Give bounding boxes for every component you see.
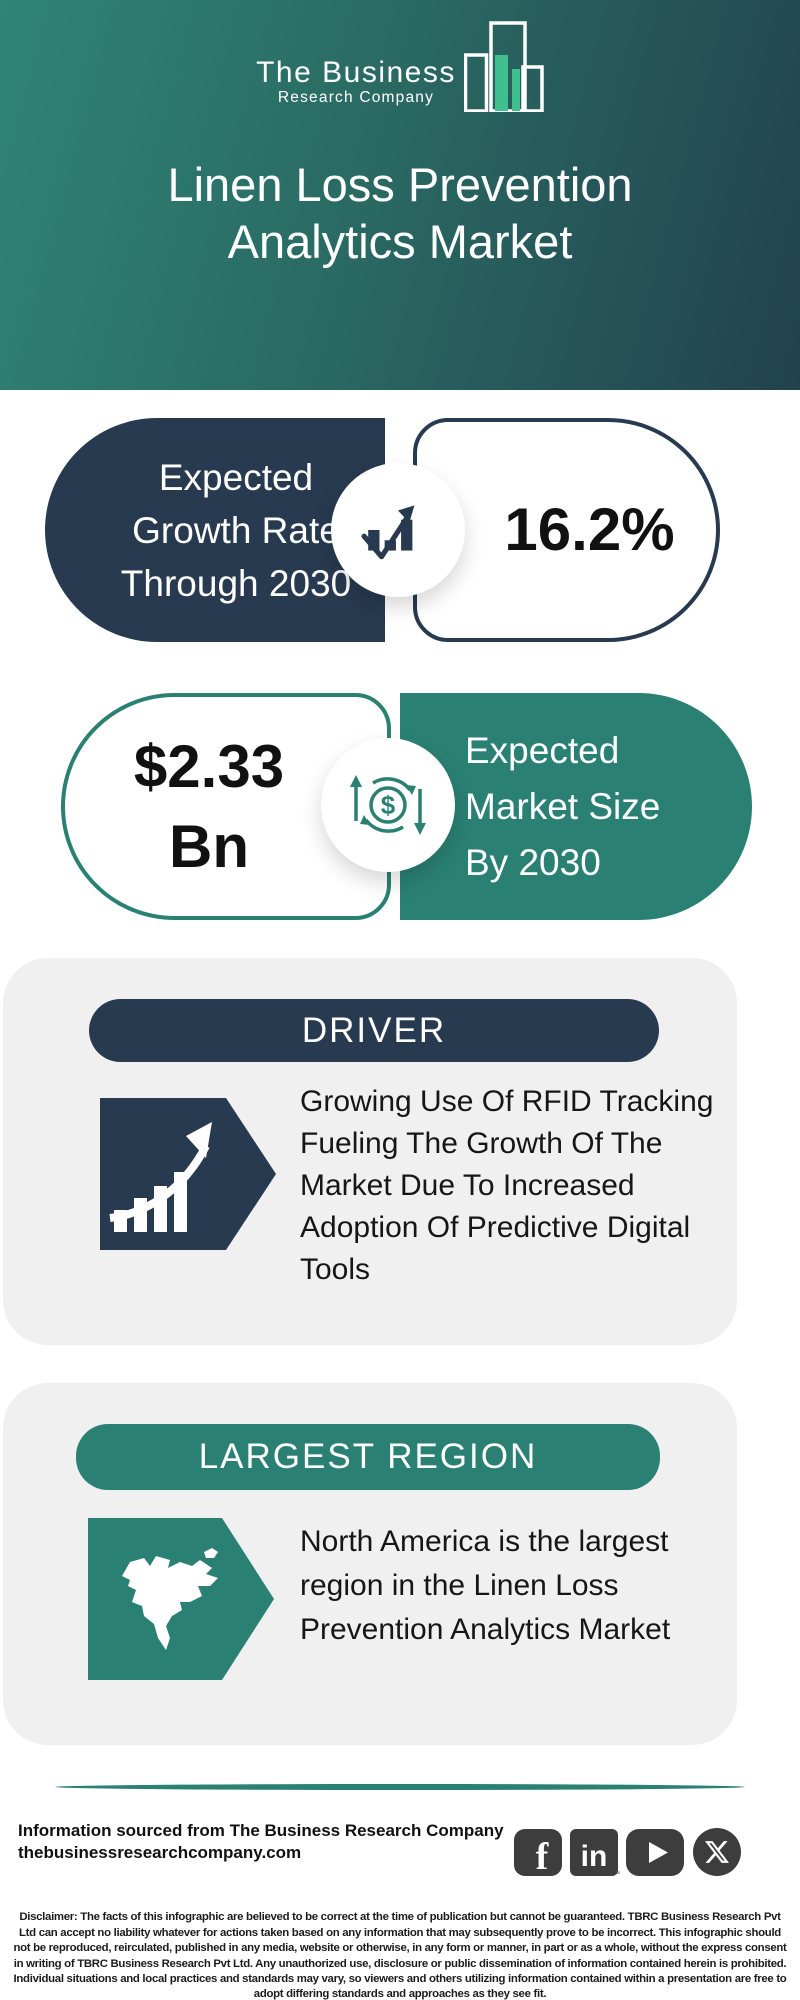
market-size-value-line1: $2.33	[133, 732, 285, 800]
driver-icon-wrap	[100, 1098, 276, 1255]
footer-divider	[55, 1784, 745, 1790]
x-icon	[693, 1828, 741, 1876]
growth-rate-label-pill: Expected Growth Rate Through 2030	[45, 418, 385, 642]
size-label-line2: Market Size	[465, 785, 661, 827]
region-text: North America is the largest region in t…	[300, 1520, 720, 1652]
driver-text-line1: Growing Use Of RFID Tracking	[300, 1085, 714, 1118]
largest-region-card: LARGEST REGION North America is the larg…	[3, 1383, 737, 1745]
facebook-icon: f	[514, 1828, 562, 1878]
svg-text:f: f	[536, 1836, 550, 1876]
growth-rate-card: Expected Growth Rate Through 2030 16.2%	[45, 418, 720, 642]
growth-icon-badge	[331, 463, 465, 597]
social-links: f in ™	[514, 1827, 750, 1878]
x-button[interactable]	[692, 1827, 742, 1877]
logo-buildings-icon	[463, 21, 544, 112]
dollar-exchange-icon: $	[350, 775, 426, 835]
driver-text-line2: Fueling The Growth Of The	[300, 1127, 663, 1160]
logo-brand-line1: The Business	[256, 56, 456, 89]
page-title: Linen Loss Prevention Analytics Market	[0, 156, 800, 270]
linkedin-tm-mark: ™	[613, 1870, 620, 1878]
north-america-map-icon	[88, 1518, 274, 1680]
source-line1: Information sourced from The Business Re…	[18, 1821, 504, 1840]
market-size-label-pill: Expected Market Size By 2030	[400, 693, 752, 920]
market-size-value-line2: Bn	[169, 812, 249, 880]
growth-rate-value: 16.2%	[504, 496, 675, 563]
driver-card: DRIVER Growing Use Of RFID Tracking Fuel…	[3, 958, 737, 1345]
driver-text-line3: Market Due To Increased	[300, 1169, 635, 1202]
growth-chart-icon	[361, 505, 415, 560]
growth-label-line2: Growth Rate	[132, 509, 340, 551]
driver-text: Growing Use Of RFID Tracking Fueling The…	[300, 1081, 720, 1291]
linkedin-icon: in	[570, 1828, 618, 1876]
page-title-line1: Linen Loss Prevention	[167, 158, 633, 211]
driver-text-line5: Tools	[300, 1253, 371, 1286]
disclaimer-text: Disclaimer: The facts of this infographi…	[13, 1911, 787, 2000]
company-logo-text: The Business Research Company	[256, 57, 456, 112]
region-header-label: LARGEST REGION	[198, 1437, 538, 1476]
driver-header-label: DRIVER	[301, 1010, 447, 1050]
header-banner: The Business Research Company Linen Loss…	[0, 0, 800, 390]
svg-text:$: $	[381, 790, 396, 820]
company-logo: The Business Research Company	[0, 20, 800, 112]
size-label-line3: By 2030	[465, 841, 601, 883]
driver-header-pill: DRIVER	[89, 999, 659, 1062]
size-label-line1: Expected	[465, 729, 620, 771]
driver-text-line4: Adoption Of Predictive Digital	[300, 1211, 691, 1244]
region-text-line2: region in the Linen Loss	[300, 1569, 619, 1602]
youtube-button[interactable]	[626, 1828, 684, 1876]
youtube-icon	[626, 1828, 684, 1876]
svg-text:in: in	[581, 1840, 608, 1873]
market-size-card: $2.33 Bn Expected Market Size By 2030 $	[61, 693, 752, 920]
region-header-pill: LARGEST REGION	[76, 1424, 660, 1490]
region-text-line3: Prevention Analytics Market	[300, 1613, 671, 1646]
market-size-icon-badge: $	[321, 738, 455, 872]
facebook-button[interactable]: f	[514, 1828, 562, 1878]
region-icon-wrap	[88, 1518, 274, 1685]
linkedin-button[interactable]: in ™	[570, 1828, 620, 1878]
growth-label-line3: Through 2030	[120, 562, 352, 604]
region-text-line1: North America is the largest	[300, 1525, 669, 1558]
growth-label-line1: Expected	[158, 456, 314, 498]
logo-brand-line2: Research Company	[277, 89, 435, 106]
growth-rate-value-pill: 16.2%	[413, 418, 720, 642]
source-info: Information sourced from The Business Re…	[18, 1820, 504, 1864]
bar-chart-growth-icon	[100, 1098, 276, 1250]
page-title-line2: Analytics Market	[227, 215, 573, 268]
source-line2: thebusinessresearchcompany.com	[18, 1843, 302, 1862]
